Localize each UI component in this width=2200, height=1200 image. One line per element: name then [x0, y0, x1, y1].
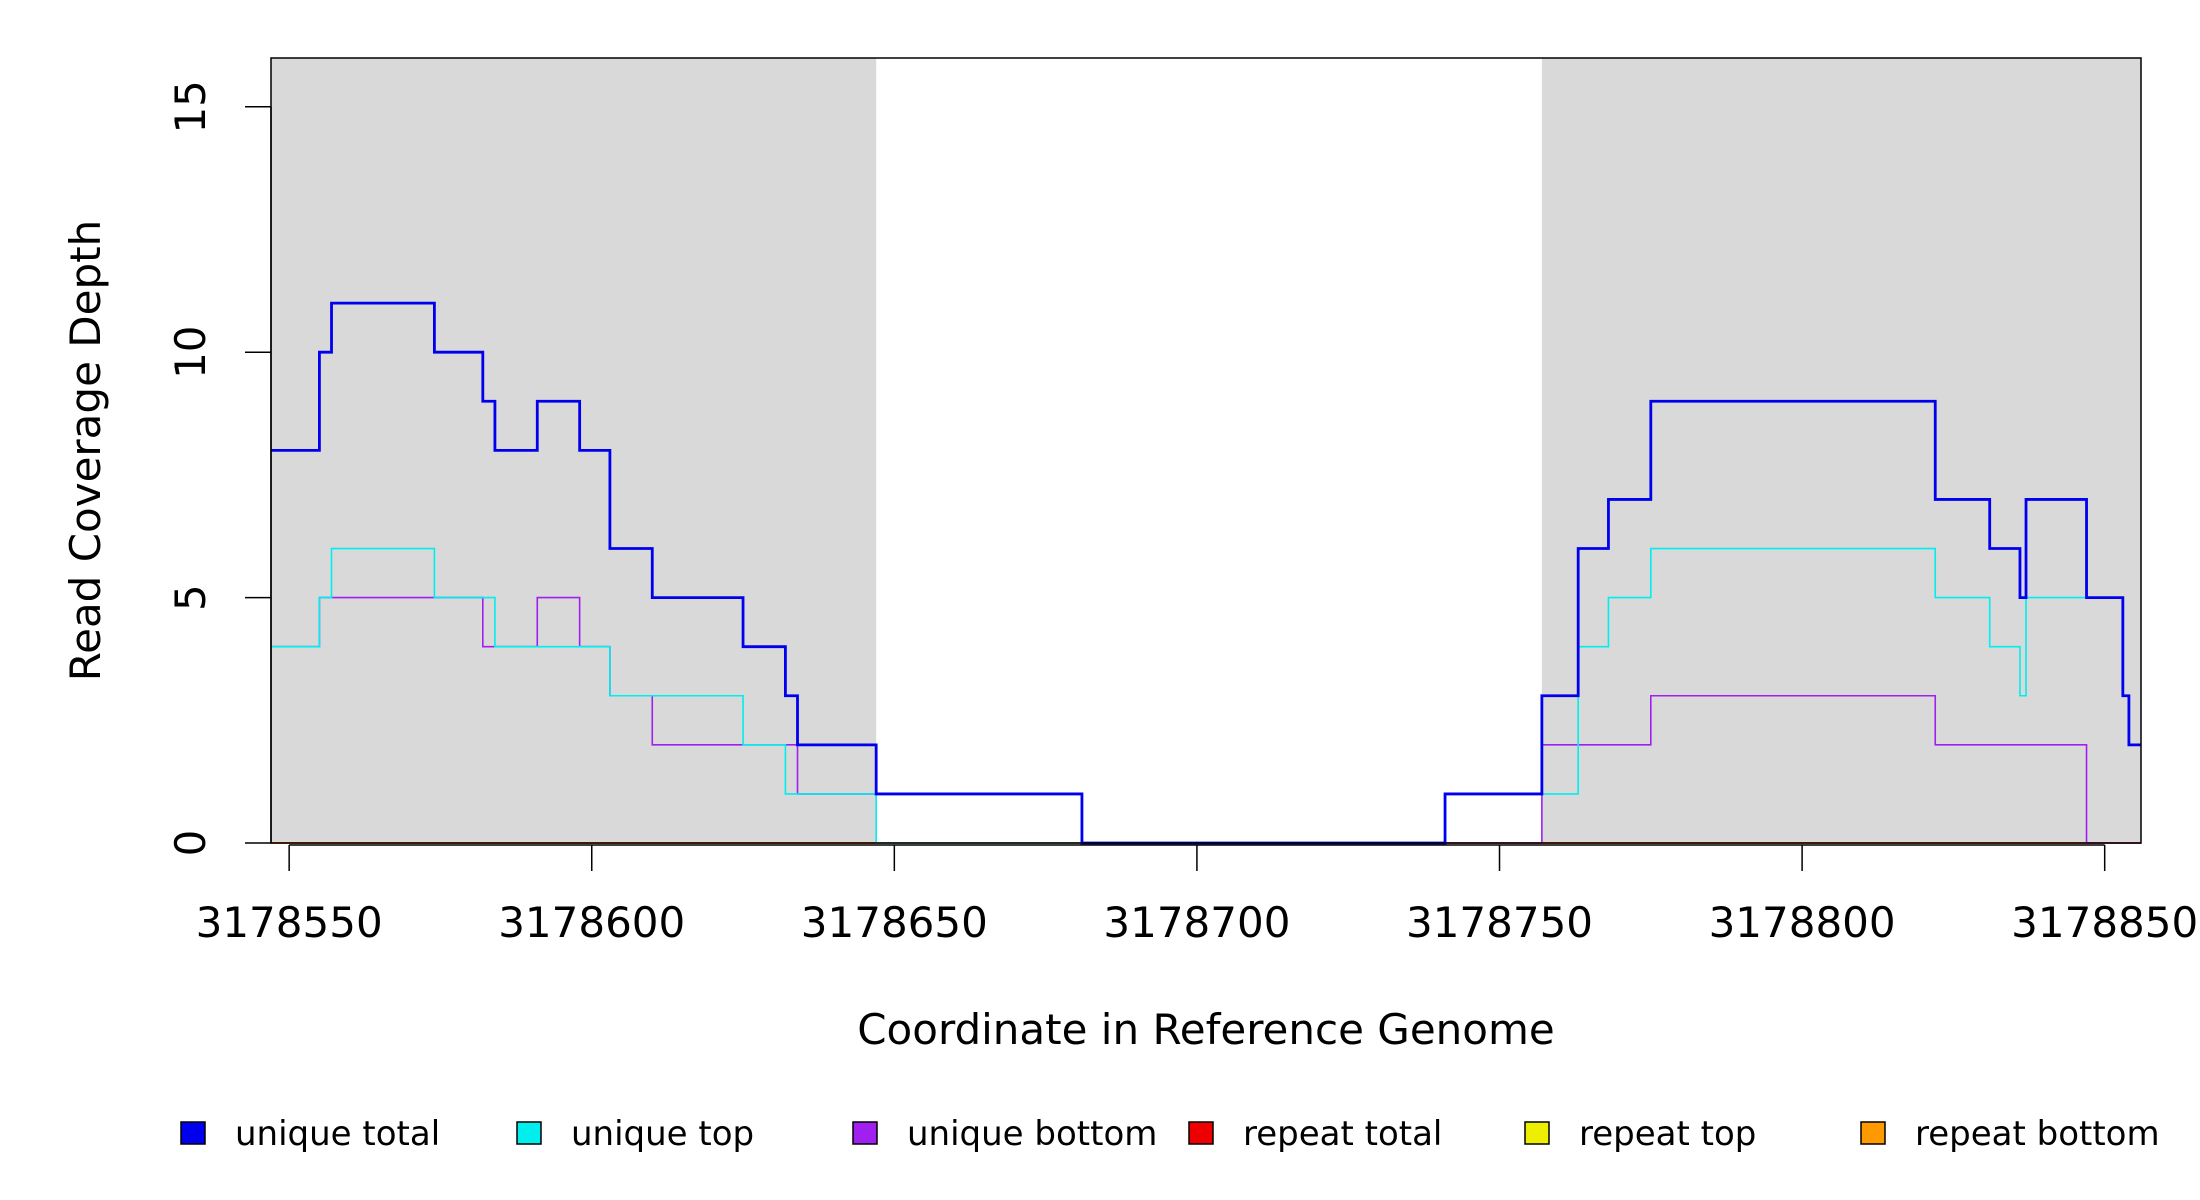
x-tick-label: 3178600 — [498, 898, 685, 947]
legend-item: repeat total — [1188, 1114, 1442, 1154]
x-axis-label: Coordinate in Reference Genome — [857, 1005, 1555, 1054]
x-axis: 3178550 3178600 3178650 3178700 3178750 31788… — [196, 844, 2198, 947]
shaded-region-2 — [1541, 58, 2141, 843]
legend-label: repeat top — [1579, 1114, 1756, 1154]
legend: unique total unique top unique bottom repea… — [180, 1114, 2160, 1154]
shaded-regions — [271, 58, 2141, 843]
legend-label: unique top — [571, 1114, 754, 1154]
legend-item: unique top — [516, 1114, 754, 1154]
legend-swatch — [1188, 1121, 1214, 1145]
y-axis-label: Read Coverage Depth — [61, 220, 110, 681]
legend-swatch — [180, 1121, 206, 1145]
x-tick-label: 3178750 — [1406, 898, 1593, 947]
legend-label: unique bottom — [907, 1114, 1157, 1154]
legend-item: repeat bottom — [1860, 1114, 2160, 1154]
legend-swatch — [852, 1121, 878, 1145]
legend-label: unique total — [235, 1114, 440, 1154]
y-tick-label: 0 — [166, 830, 215, 857]
legend-swatch — [1860, 1121, 1886, 1145]
y-tick-label: 15 — [166, 80, 215, 133]
x-tick-label: 3178850 — [2011, 898, 2198, 947]
legend-label: repeat total — [1243, 1114, 1442, 1154]
x-tick-label: 3178800 — [1709, 898, 1896, 947]
legend-swatch — [516, 1121, 542, 1145]
series-line-unique-total — [271, 301, 2141, 845]
shaded-region-1 — [271, 58, 877, 843]
legend-item: repeat top — [1524, 1114, 1756, 1154]
legend-swatch — [1524, 1121, 1550, 1145]
x-tick-label: 3178550 — [196, 898, 383, 947]
x-tick-label: 3178700 — [1103, 898, 1290, 947]
y-tick-label: 10 — [166, 325, 215, 378]
y-tick-label: 5 — [166, 584, 215, 611]
legend-label: repeat bottom — [1915, 1114, 2160, 1154]
legend-item: unique bottom — [852, 1114, 1157, 1154]
x-tick-label: 3178650 — [801, 898, 988, 947]
legend-item: unique total — [180, 1114, 440, 1154]
y-axis: 0 5 10 15 — [166, 80, 272, 857]
